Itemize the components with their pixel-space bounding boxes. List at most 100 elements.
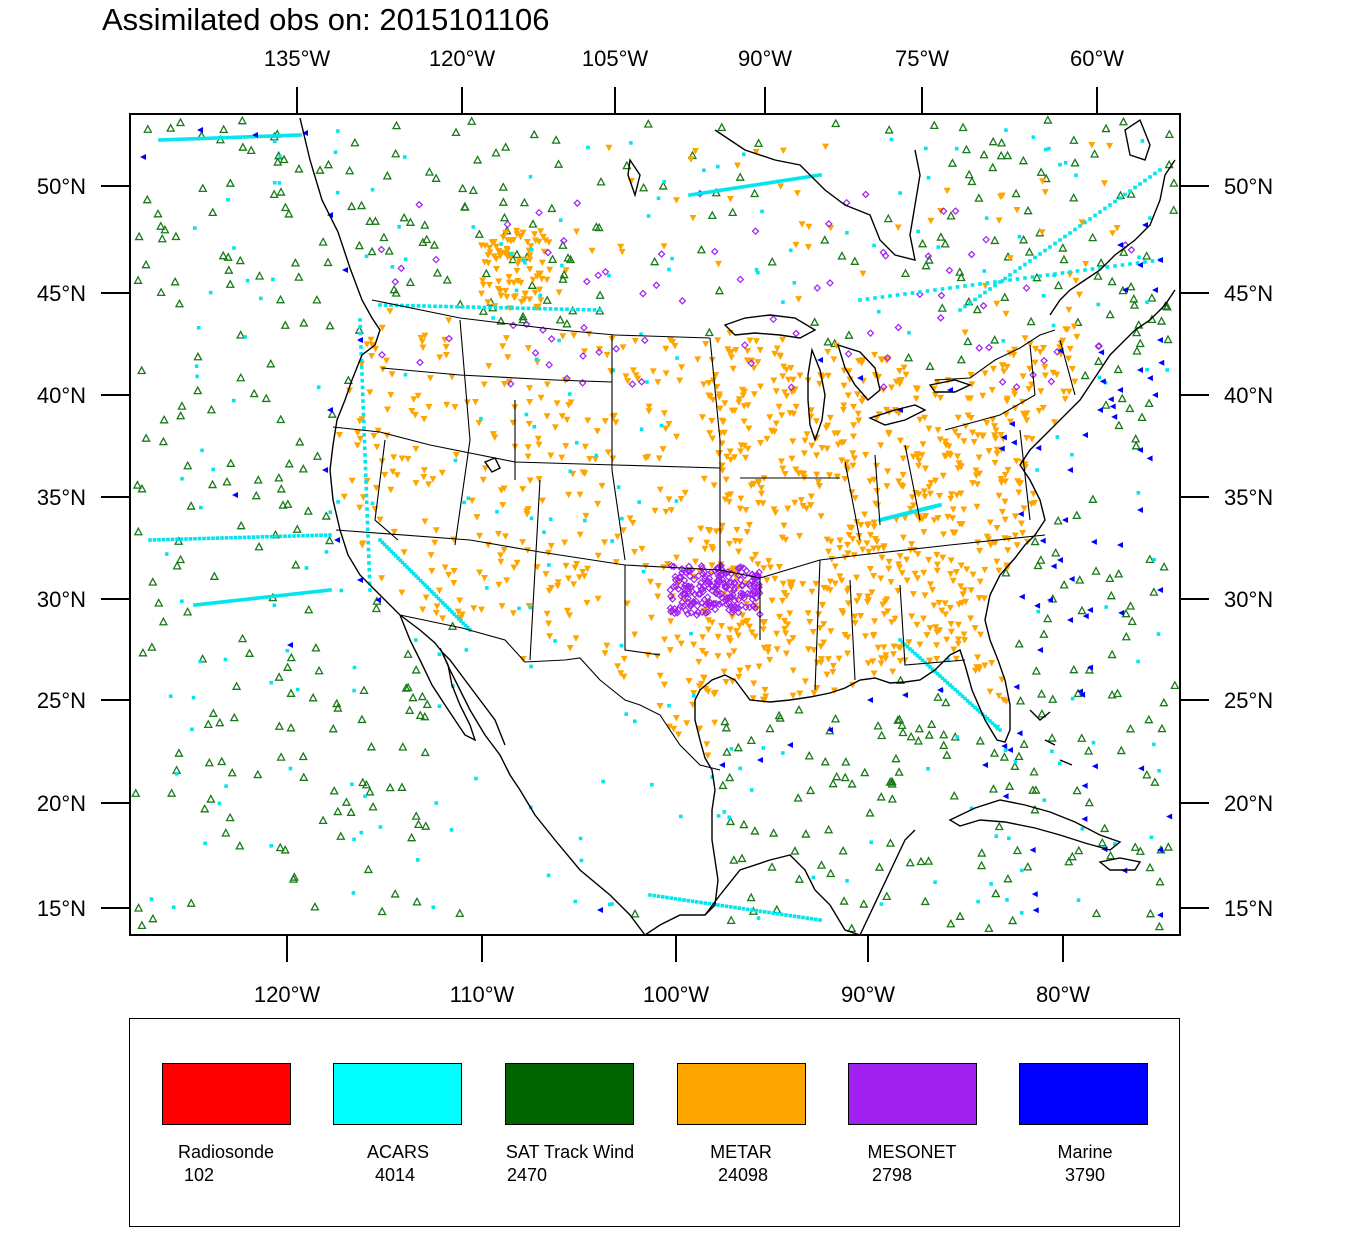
metar-marker	[629, 520, 637, 527]
acars-marker	[940, 287, 945, 291]
acars-marker	[598, 308, 602, 312]
sat-track-wind-marker	[158, 436, 168, 446]
marine-marker	[1081, 816, 1088, 823]
acars-marker	[926, 175, 931, 180]
metar-marker	[768, 597, 776, 605]
acars-marker	[1074, 173, 1078, 178]
metar-marker	[673, 634, 681, 642]
mesonet-marker	[826, 279, 834, 287]
metar-marker	[609, 413, 617, 421]
metar-marker	[702, 685, 710, 693]
acars-marker	[983, 290, 987, 295]
metar-marker	[786, 579, 794, 586]
sat-track-wind-marker	[1012, 845, 1022, 855]
mesonet-marker	[937, 291, 946, 300]
acars-marker	[993, 280, 997, 284]
acars-marker	[869, 840, 874, 845]
metar-marker	[799, 502, 807, 510]
sat-track-wind-marker	[1075, 575, 1085, 584]
acars-marker	[175, 537, 179, 542]
acars-marker	[414, 574, 418, 578]
acars-marker	[328, 510, 333, 514]
metar-marker	[1003, 565, 1011, 572]
acars-marker	[433, 304, 437, 309]
mesonet-marker	[669, 562, 678, 571]
marine-marker	[1158, 359, 1165, 366]
sat-track-wind-marker	[198, 183, 208, 192]
sat-track-wind-marker	[850, 256, 860, 265]
acars-marker	[370, 187, 375, 192]
metar-marker	[649, 368, 657, 375]
sat-track-wind-marker	[157, 233, 167, 243]
metar-marker	[562, 267, 570, 274]
metar-marker	[656, 486, 664, 494]
acars-marker	[432, 592, 436, 596]
metar-marker	[789, 692, 797, 700]
mesonet-marker	[727, 602, 735, 611]
sat-track-wind-marker	[133, 526, 143, 536]
sat-track-wind-marker	[405, 217, 416, 226]
acars-marker	[558, 218, 563, 223]
metar-marker	[729, 365, 737, 373]
metar-marker	[742, 506, 750, 514]
sat-track-wind-marker	[174, 298, 185, 308]
metar-marker	[748, 556, 756, 563]
marine-marker	[1142, 222, 1148, 228]
mesonet-marker	[734, 564, 743, 573]
metar-marker	[812, 580, 820, 588]
sat-track-wind-marker	[226, 458, 236, 467]
metar-marker	[699, 634, 707, 641]
acars-marker	[913, 651, 917, 656]
metar-marker	[792, 403, 800, 411]
metar-marker	[456, 597, 464, 605]
sat-track-wind-marker	[501, 142, 511, 151]
mesonet-marker	[737, 581, 746, 590]
acars-marker	[350, 782, 354, 787]
metar-marker	[531, 231, 539, 238]
metar-marker	[709, 377, 717, 385]
acars-marker	[998, 280, 1002, 284]
acars-marker	[659, 423, 664, 428]
metar-marker	[660, 564, 668, 571]
metar-marker	[706, 430, 714, 437]
metar-marker	[781, 389, 789, 396]
metar-marker	[660, 410, 668, 417]
metar-marker	[952, 569, 960, 576]
acars-marker	[238, 535, 242, 540]
metar-marker	[542, 571, 550, 578]
metar-marker	[923, 632, 931, 639]
acars-marker	[449, 304, 454, 309]
acars-marker	[443, 603, 448, 608]
mesonet-marker	[700, 567, 709, 576]
mesonet-marker	[703, 608, 712, 616]
acars-marker	[697, 191, 702, 196]
metar-marker	[896, 380, 904, 388]
metar-marker	[389, 468, 397, 476]
metar-marker	[926, 657, 934, 665]
sat-track-wind-marker	[1031, 785, 1041, 794]
sat-track-wind-marker	[518, 311, 528, 321]
map-title: Assimilated obs on: 2015101106	[102, 2, 550, 37]
metar-marker	[771, 509, 779, 517]
metar-marker	[920, 615, 928, 623]
mesonet-marker	[670, 604, 679, 613]
metar-marker	[481, 242, 489, 250]
metar-marker	[843, 541, 851, 549]
metar-marker	[614, 663, 622, 670]
marine-marker	[1068, 575, 1075, 582]
metar-marker	[497, 250, 505, 257]
sat-track-wind-marker	[1163, 842, 1173, 851]
metar-marker	[586, 455, 594, 463]
acars-marker	[963, 284, 967, 288]
acars-marker	[405, 565, 409, 569]
metar-marker	[1041, 364, 1049, 371]
sat-track-wind-marker	[528, 219, 538, 228]
cuba	[948, 799, 1122, 851]
metar-marker	[702, 341, 710, 348]
acars-marker	[908, 647, 912, 651]
sat-track-wind-marker	[420, 711, 430, 721]
acars-marker	[1150, 259, 1155, 263]
metar-marker	[796, 690, 804, 698]
marine-marker	[1090, 538, 1097, 545]
metar-marker	[817, 513, 825, 520]
